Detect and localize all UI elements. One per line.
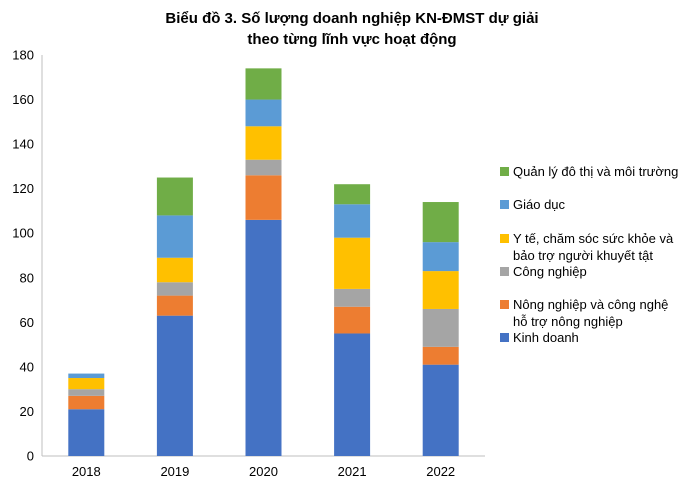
bar-segment <box>422 242 459 272</box>
bar-segment <box>68 389 105 396</box>
y-tick-label: 40 <box>20 359 34 374</box>
x-tick-label: 2018 <box>72 464 101 479</box>
bar-segment <box>245 219 282 456</box>
bar-segment <box>245 68 282 100</box>
x-axis: 2018 2019 2020 2021 2022 <box>42 455 485 479</box>
legend-entry: Kinh doanh <box>500 330 579 345</box>
bar-segment <box>334 184 371 205</box>
legend-swatch <box>500 300 509 309</box>
y-tick-label: 60 <box>20 315 34 330</box>
bar-segment <box>156 295 193 316</box>
legend-label: Công nghiệp <box>513 264 587 279</box>
legend-swatch <box>500 333 509 342</box>
bar-segment <box>156 282 193 296</box>
bar-segment <box>245 159 282 176</box>
legend-label: Y tế, chăm sóc sức khỏe và <box>513 231 674 246</box>
legend-label: Nông nghiệp và công nghệ <box>513 297 668 312</box>
legend-swatch <box>500 200 509 209</box>
bar-segment <box>245 175 282 220</box>
legend-entry: Quản lý đô thị và môi trường <box>500 164 678 179</box>
y-tick-label: 140 <box>12 137 34 152</box>
bar-segment <box>334 333 371 456</box>
x-tick-label: 2021 <box>338 464 367 479</box>
bar-segment <box>68 395 105 410</box>
y-tick-label: 20 <box>20 404 34 419</box>
legend-entry: Y tế, chăm sóc sức khỏe và bảo trợ người … <box>500 231 674 263</box>
bar-segment <box>156 215 193 258</box>
legend: Quản lý đô thị và môi trường Giáo dục Y tế… <box>500 164 678 345</box>
x-tick-label: 2022 <box>426 464 455 479</box>
legend-label: Quản lý đô thị và môi trường <box>513 164 678 179</box>
y-tick-label: 180 <box>12 48 34 63</box>
legend-entry: Công nghiệp <box>500 264 587 279</box>
bars <box>68 68 459 456</box>
y-tick-label: 0 <box>27 449 34 464</box>
x-tick-label: 2019 <box>160 464 189 479</box>
x-tick-label: 2020 <box>249 464 278 479</box>
chart-title: Biểu đồ 3. Số lượng doanh nghiệp KN-ĐMST… <box>165 10 538 48</box>
y-tick-label: 120 <box>12 181 34 196</box>
chart-title-line-1: theo từng lĩnh vực hoạt động <box>247 31 456 48</box>
y-tick-label: 100 <box>12 226 34 241</box>
bar-segment <box>245 99 282 127</box>
bar-segment <box>422 271 459 309</box>
legend-swatch <box>500 267 509 276</box>
y-tick-label: 160 <box>12 92 34 107</box>
legend-swatch <box>500 167 509 176</box>
legend-label: bảo trợ người khuyết tật <box>513 248 653 263</box>
bar-segment <box>156 315 193 456</box>
bar-segment <box>334 288 371 307</box>
bar-segment <box>68 409 105 456</box>
bar-segment <box>422 308 459 347</box>
bar-segment <box>334 306 371 334</box>
bar-segment <box>422 346 459 365</box>
bar-segment <box>422 364 459 456</box>
chart-title-line-0: Biểu đồ 3. Số lượng doanh nghiệp KN-ĐMST… <box>165 10 538 27</box>
legend-entry: Nông nghiệp và công nghệ hỗ trợ nông nghi… <box>500 297 668 329</box>
bar-segment <box>245 126 282 160</box>
y-tick-label: 80 <box>20 270 34 285</box>
bar-segment <box>334 237 371 289</box>
legend-swatch <box>500 234 509 243</box>
bar-segment <box>334 204 371 238</box>
bar-segment <box>422 202 459 243</box>
bar-segment <box>68 378 105 390</box>
bar-segment <box>156 257 193 283</box>
legend-label: Giáo dục <box>513 197 566 212</box>
bar-segment <box>68 373 105 379</box>
bar-segment <box>156 177 193 216</box>
y-axis: 0 20 40 60 80 100 120 140 160 180 <box>12 48 43 464</box>
legend-label: hỗ trợ nông nghiệp <box>513 314 623 329</box>
legend-label: Kinh doanh <box>513 330 579 345</box>
legend-entry: Giáo dục <box>500 197 566 212</box>
